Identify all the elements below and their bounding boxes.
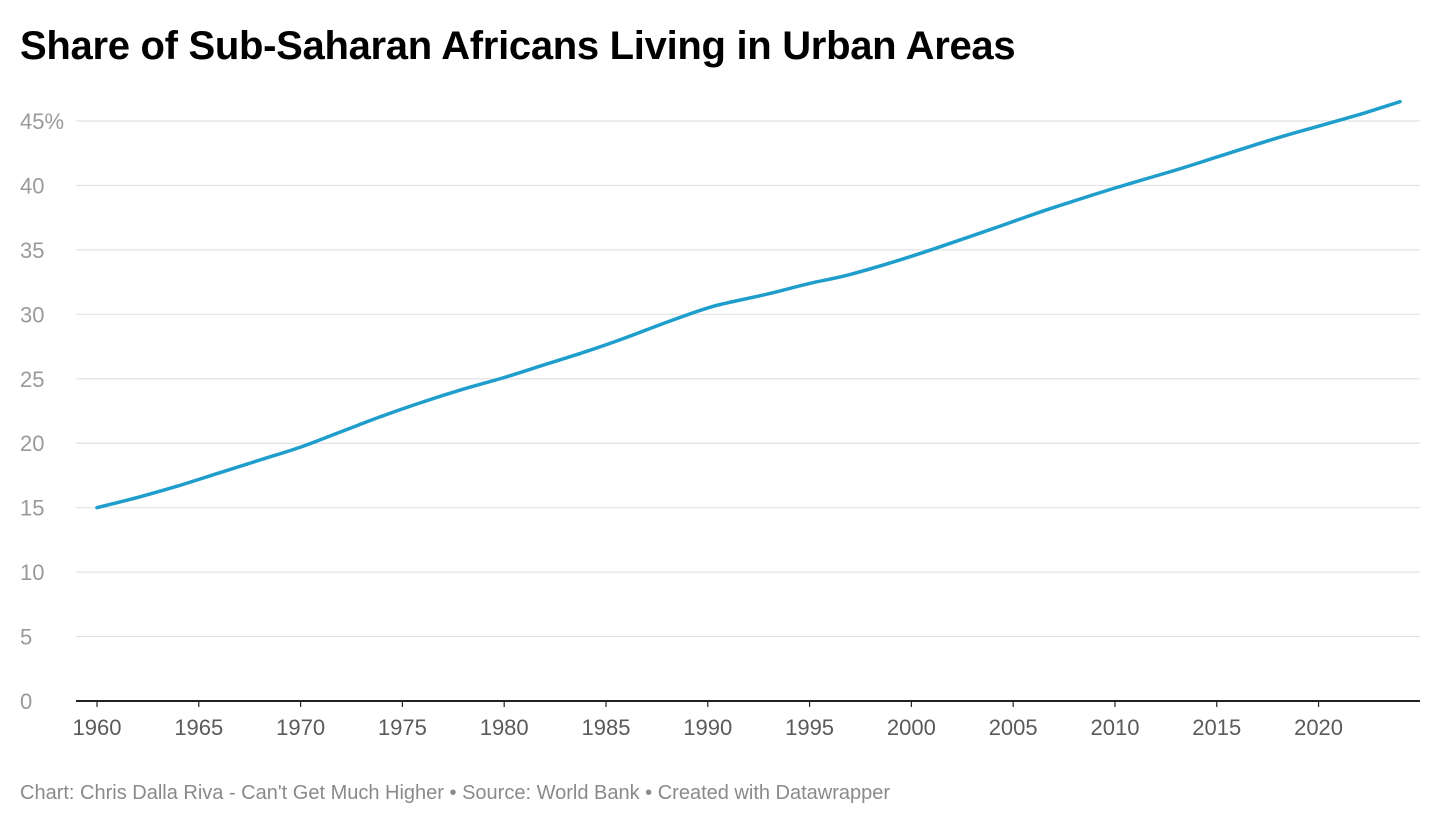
footer-separator: •: [443, 782, 463, 804]
y-tick-label: 25: [20, 367, 44, 392]
chart-footer: Chart: Chris Dalla Riva - Can't Get Much…: [20, 782, 890, 805]
x-tick-label: 2010: [1090, 715, 1139, 740]
x-tick-label: 1960: [73, 715, 122, 740]
credit-text: Chart: Chris Dalla Riva - Can't Get Much…: [20, 782, 444, 804]
y-tick-label: 35: [20, 238, 44, 263]
datawrapper-credit: Created with Datawrapper: [657, 782, 891, 804]
x-tick-label: 2000: [887, 715, 936, 740]
source-text: Source: World Bank: [462, 782, 640, 804]
series-line: [95, 99, 1402, 510]
x-tick-label: 1980: [480, 715, 529, 740]
y-tick-label: 0: [20, 689, 32, 714]
x-tick-label: 2020: [1294, 715, 1343, 740]
y-tick-label: 40: [20, 173, 44, 198]
x-tick-label: 1995: [785, 715, 834, 740]
y-tick-label: 45%: [20, 109, 64, 134]
x-tick-label: 1985: [582, 715, 631, 740]
y-tick-label: 20: [20, 431, 44, 456]
x-tick-label: 2015: [1192, 715, 1241, 740]
x-tick-label: 1970: [276, 715, 325, 740]
y-tick-label: 10: [20, 560, 44, 585]
y-tick-label: 15: [20, 496, 44, 521]
x-tick-label: 1965: [174, 715, 223, 740]
chart-title: Share of Sub-Saharan Africans Living in …: [20, 24, 1016, 68]
y-tick-label: 30: [20, 302, 44, 327]
y-tick-label: 5: [20, 625, 32, 650]
x-tick-label: 1990: [683, 715, 732, 740]
x-tick-label: 2005: [989, 715, 1038, 740]
footer-separator: •: [639, 782, 658, 804]
x-tick-label: 1975: [378, 715, 427, 740]
